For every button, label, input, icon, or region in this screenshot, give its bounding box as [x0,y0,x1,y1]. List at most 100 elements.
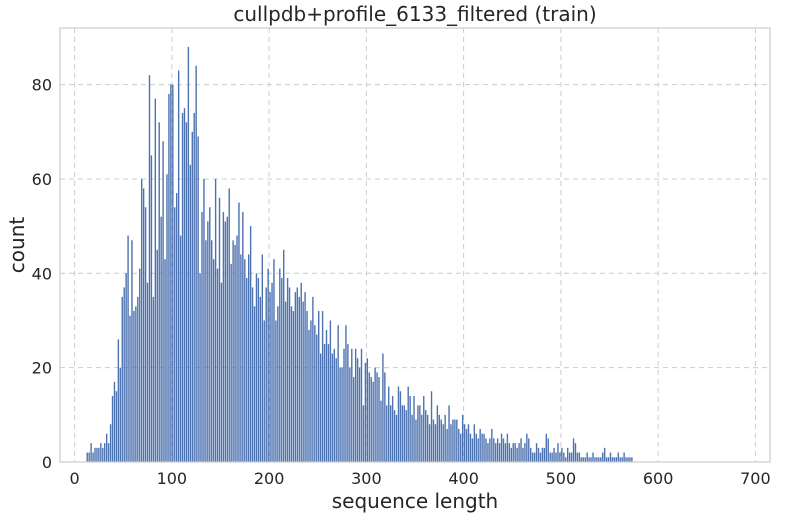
histogram-bar [428,424,431,462]
histogram-bar [267,268,269,462]
histogram-bar [565,457,567,462]
histogram-bar [409,395,411,462]
histogram-bar [302,301,304,462]
histogram-bar [403,405,406,462]
histogram-bar [176,193,178,462]
histogram-bar [498,443,501,462]
histogram-bar [557,443,559,462]
histogram-bar [253,306,256,462]
histogram-bar [600,457,602,462]
histogram-bar [281,278,283,462]
histogram-bar [160,216,162,462]
histogram-bar [275,320,277,462]
histogram-bar [380,400,382,462]
histogram-bar [96,447,98,462]
histogram-bar [508,443,511,462]
y-axis-label: count [5,217,29,274]
histogram-bar [489,438,491,462]
histogram-bar [423,395,425,462]
histogram-bar [461,414,464,462]
bars [86,46,633,463]
histogram-bar [343,348,345,462]
histogram-bar [617,452,619,462]
histogram-bar [216,268,219,462]
histogram-bar [421,414,423,462]
histogram-bar [627,457,629,462]
histogram-bar [212,259,215,462]
histogram-bar [100,443,102,462]
histogram-bar [113,381,116,462]
histogram-bar [440,419,442,462]
histogram-bar [475,433,477,462]
histogram-bar [230,263,232,462]
histogram-bar [263,320,265,462]
x-axis-label: sequence length [332,489,498,513]
x-tick-label: 600 [643,469,674,488]
histogram-bar [168,94,170,462]
histogram-bar [94,447,96,462]
histogram-bar [483,433,485,462]
histogram-bar [356,358,359,462]
histogram-bar [609,452,612,462]
histogram-bar [90,443,92,462]
histogram-bar [288,287,291,462]
histogram-bar [452,419,454,462]
histogram-bar [117,339,120,462]
histogram-bar [92,452,94,462]
histogram-bar [621,457,623,462]
histogram-bar [109,424,112,462]
histogram-bar [467,424,470,462]
histogram-bar [238,202,240,463]
histogram-bar [140,178,143,462]
histogram-bar [393,410,396,462]
histogram-bar [154,98,157,463]
histogram-bar [473,424,476,462]
x-tick-label: 0 [69,469,79,488]
histogram-bar [265,287,267,462]
histogram-bar [504,443,507,462]
histogram-bar [436,405,439,462]
histogram-bar [524,443,526,462]
histogram-bar [607,457,610,462]
plot-frame [59,27,771,463]
histogram-bar [384,372,386,462]
histogram-bar [399,391,402,462]
histogram-bar [224,221,227,462]
histogram-bar [249,226,252,462]
histogram-bar [86,452,88,462]
histogram-bar [566,447,569,462]
histogram-bar [576,452,579,462]
histogram-bar [518,443,520,462]
histogram-bar [146,282,149,462]
histogram-bar [286,278,289,462]
histogram-bar [158,122,160,462]
y-tick-label: 0 [42,453,52,472]
histogram-bar [290,306,293,462]
x-tick-label: 200 [254,469,285,488]
histogram-bar [370,377,372,462]
histogram-bar [148,75,151,462]
histogram-bar [411,414,413,462]
histogram-bar [415,419,417,462]
histogram-bar [430,391,433,462]
histogram-bar [368,372,370,462]
histogram-bar [351,348,353,462]
histogram-bar [603,447,606,462]
y-tick-label: 40 [32,264,52,283]
histogram-bar [448,405,450,462]
histogram-bar [152,296,155,462]
histogram-bar [613,457,616,462]
histogram-bar [605,457,608,462]
histogram-bar [388,386,390,462]
tick-labels: 0 100 200 300 400 500 600 700 0 20 40 60 80 [32,76,771,488]
histogram-bar [174,207,176,462]
histogram-bar [366,358,369,462]
histogram-bar [592,452,594,462]
histogram-bar [156,249,158,462]
histogram-bar [417,405,419,462]
histogram-bar [362,405,365,462]
histogram-bar [203,178,205,462]
histogram-bar [586,452,588,462]
histogram-bar [189,164,192,462]
